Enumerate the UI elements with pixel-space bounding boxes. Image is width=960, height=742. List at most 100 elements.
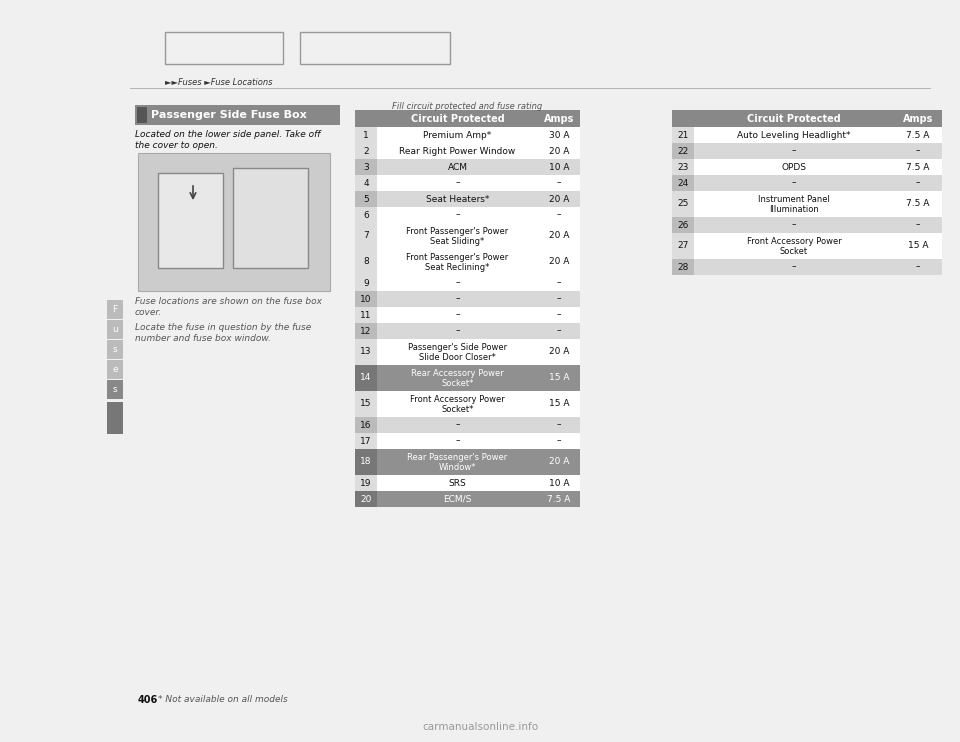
Text: Illumination: Illumination	[769, 205, 819, 214]
Bar	[355, 143, 377, 159]
Text: Front Passenger's Power: Front Passenger's Power	[406, 252, 509, 261]
Text: u: u	[112, 325, 118, 334]
Text: 7: 7	[363, 232, 369, 240]
Bar	[355, 291, 377, 307]
Bar	[355, 191, 377, 207]
Bar	[355, 417, 377, 433]
Bar	[355, 391, 580, 417]
Text: carmanualsonline.info: carmanualsonline.info	[422, 722, 538, 732]
Text: Fuse locations are shown on the fuse box: Fuse locations are shown on the fuse box	[135, 297, 322, 306]
Text: 20 A: 20 A	[549, 146, 569, 156]
Text: 2: 2	[363, 146, 369, 156]
Text: ECM/S: ECM/S	[444, 494, 471, 504]
Bar	[355, 433, 580, 449]
Text: –: –	[455, 295, 460, 303]
Text: Socket*: Socket*	[442, 404, 473, 413]
Bar	[355, 433, 377, 449]
Bar	[355, 475, 377, 491]
Text: –: –	[792, 263, 796, 272]
Bar	[355, 291, 580, 307]
Bar	[355, 159, 580, 175]
Bar	[107, 380, 123, 399]
Bar	[107, 402, 123, 434]
Text: 1: 1	[363, 131, 369, 139]
Text: Window*: Window*	[439, 462, 476, 471]
Bar	[672, 259, 694, 275]
Text: –: –	[916, 220, 921, 229]
Bar	[355, 249, 377, 275]
Bar	[355, 127, 377, 143]
Text: 21: 21	[678, 131, 688, 139]
Text: 15: 15	[360, 399, 372, 409]
Bar	[355, 127, 580, 143]
Text: Circuit Protected: Circuit Protected	[411, 114, 504, 123]
Text: Front Passenger's Power: Front Passenger's Power	[406, 226, 509, 235]
Text: –: –	[557, 421, 562, 430]
Text: 6: 6	[363, 211, 369, 220]
Text: Rear Accessory Power: Rear Accessory Power	[411, 369, 504, 378]
Text: 20 A: 20 A	[549, 257, 569, 266]
Bar	[355, 307, 580, 323]
Bar	[355, 417, 580, 433]
Text: 3: 3	[363, 162, 369, 171]
Text: 20 A: 20 A	[549, 458, 569, 467]
Bar	[355, 449, 377, 475]
Text: Located on the lower side panel. Take off: Located on the lower side panel. Take of…	[135, 130, 321, 139]
Text: –: –	[557, 436, 562, 445]
Bar	[672, 127, 694, 143]
Text: Locate the fuse in question by the fuse: Locate the fuse in question by the fuse	[135, 323, 311, 332]
Bar	[672, 233, 694, 259]
Bar	[233, 168, 308, 268]
Text: ACM: ACM	[447, 162, 468, 171]
Bar	[355, 110, 580, 127]
Text: 15 A: 15 A	[908, 241, 928, 251]
Text: Rear Passenger's Power: Rear Passenger's Power	[407, 453, 508, 462]
Text: ►►Fuses ►Fuse Locations: ►►Fuses ►Fuse Locations	[165, 78, 273, 87]
Bar	[355, 475, 580, 491]
Bar	[672, 127, 942, 143]
Text: 5: 5	[363, 194, 369, 203]
Text: 20 A: 20 A	[549, 194, 569, 203]
Text: 4: 4	[363, 179, 369, 188]
Text: 15 A: 15 A	[549, 373, 569, 382]
Bar	[672, 259, 942, 275]
Text: Socket: Socket	[780, 246, 808, 255]
Text: 23: 23	[678, 162, 688, 171]
Bar	[355, 143, 580, 159]
Bar	[355, 191, 580, 207]
Text: 20 A: 20 A	[549, 232, 569, 240]
Text: Amps: Amps	[902, 114, 933, 123]
Text: –: –	[557, 179, 562, 188]
Text: Front Accessory Power: Front Accessory Power	[410, 395, 505, 404]
Text: –: –	[455, 421, 460, 430]
Bar	[355, 175, 580, 191]
Bar	[355, 339, 580, 365]
Bar	[355, 491, 580, 507]
Text: 26: 26	[678, 220, 688, 229]
Text: –: –	[557, 295, 562, 303]
Bar	[158, 173, 223, 268]
Bar	[355, 449, 580, 475]
Text: –: –	[557, 211, 562, 220]
Text: Passenger Side Fuse Box: Passenger Side Fuse Box	[151, 110, 307, 120]
Text: –: –	[455, 436, 460, 445]
Text: 7.5 A: 7.5 A	[906, 162, 929, 171]
Text: 7.5 A: 7.5 A	[906, 131, 929, 139]
Text: 20: 20	[360, 494, 372, 504]
Text: Passenger's Side Power: Passenger's Side Power	[408, 343, 507, 352]
Bar	[672, 233, 942, 259]
Bar	[672, 110, 942, 127]
Bar	[138, 153, 330, 291]
Text: Auto Leveling Headlight*: Auto Leveling Headlight*	[737, 131, 851, 139]
Text: –: –	[916, 146, 921, 156]
Text: 14: 14	[360, 373, 372, 382]
Text: –: –	[916, 179, 921, 188]
Text: 7.5 A: 7.5 A	[906, 200, 929, 209]
Text: –: –	[455, 310, 460, 320]
Bar	[107, 320, 123, 339]
Text: Rear Right Power Window: Rear Right Power Window	[399, 146, 516, 156]
Text: 8: 8	[363, 257, 369, 266]
Text: Slide Door Closer*: Slide Door Closer*	[420, 352, 496, 361]
Text: 25: 25	[678, 200, 688, 209]
Bar	[355, 365, 580, 391]
